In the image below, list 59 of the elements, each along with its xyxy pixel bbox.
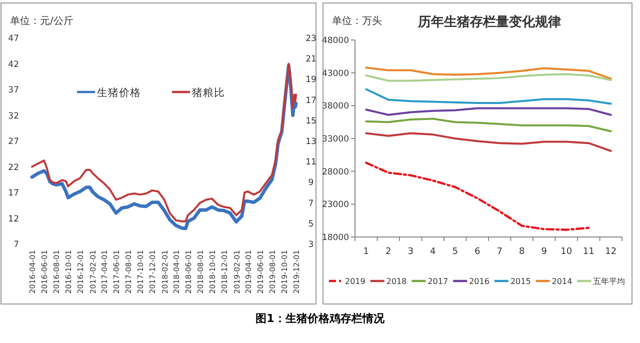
x-tick-label: 9 [541, 247, 548, 257]
y-tick-label: 33000 [322, 134, 349, 144]
y-tick-label: 38000 [322, 102, 349, 112]
legend-label: 2016 [469, 277, 490, 286]
y2-tick-label: 7 [308, 198, 314, 209]
x-tick-label: 1 [363, 247, 369, 257]
legend-label: 2017 [428, 277, 448, 286]
legend-label: 五年平均 [593, 277, 626, 286]
x-tick-label: 11 [582, 247, 594, 257]
y-tick-label: 32 [8, 111, 19, 122]
y-tick-label: 43000 [322, 68, 349, 79]
y2-tick-label: 9 [308, 178, 314, 188]
legend-label: 2014 [552, 277, 572, 286]
y-tick-label: 48000 [322, 36, 349, 46]
x-tick-label: 4 [430, 247, 436, 257]
y-tick-label: 17 [8, 188, 19, 198]
y2-tick-label: 3 [308, 240, 314, 250]
x-tick-label: 2 [386, 247, 392, 257]
y2-tick-label: 23 [306, 34, 316, 44]
x-tick-label: 8 [519, 247, 526, 257]
y2-tick-label: 5 [308, 219, 314, 230]
y-tick-label: 23000 [322, 200, 349, 210]
y-tick-label: 37 [8, 86, 19, 96]
y2-tick-label: 11 [306, 158, 316, 168]
line-series [365, 118, 612, 132]
y-axis-title: 单位：元/公斤 [10, 15, 74, 27]
legend-label: 2019 [345, 277, 366, 286]
y2-tick-label: 19 [306, 75, 316, 86]
y2-tick-label: 15 [306, 116, 316, 126]
line-series [365, 162, 590, 231]
y2-tick-label: 13 [306, 137, 316, 147]
legend-label: 生猪价格 [97, 86, 141, 99]
legend-label: 2018 [386, 277, 407, 286]
x-tick-label: 3 [408, 247, 414, 257]
x-tick-label: 12 [605, 247, 617, 257]
legend-label: 2015 [510, 277, 531, 286]
line-series [365, 132, 612, 152]
y-tick-label: 18000 [322, 233, 349, 243]
y-tick-label: 22 [8, 162, 19, 173]
chart-title: 历年生猪存栏量变化规律 [417, 14, 561, 30]
caption: 图1：生猪价格鸡存栏情况 [256, 312, 386, 325]
y2-tick-label: 17 [306, 96, 316, 106]
line-series [365, 73, 612, 82]
line-series [365, 107, 612, 116]
line-series [365, 88, 612, 105]
x-tick-label: 10 [560, 247, 572, 257]
y-axis-title: 单位：万头 [332, 15, 382, 27]
y2-tick-label: 21 [306, 54, 316, 65]
x-tick-label: 6 [474, 247, 481, 257]
y-tick-label: 47 [8, 34, 19, 44]
x-tick-label: 5 [452, 247, 458, 257]
x-tick-label: 7 [496, 247, 502, 257]
y-tick-label: 42 [8, 60, 19, 70]
y-tick-label: 7 [14, 240, 19, 250]
line-series [365, 66, 612, 80]
y-tick-label: 28000 [322, 167, 349, 178]
y-tick-label: 12 [8, 214, 19, 224]
y-tick-label: 27 [8, 137, 19, 147]
legend-label: 猪粮比 [192, 86, 225, 99]
